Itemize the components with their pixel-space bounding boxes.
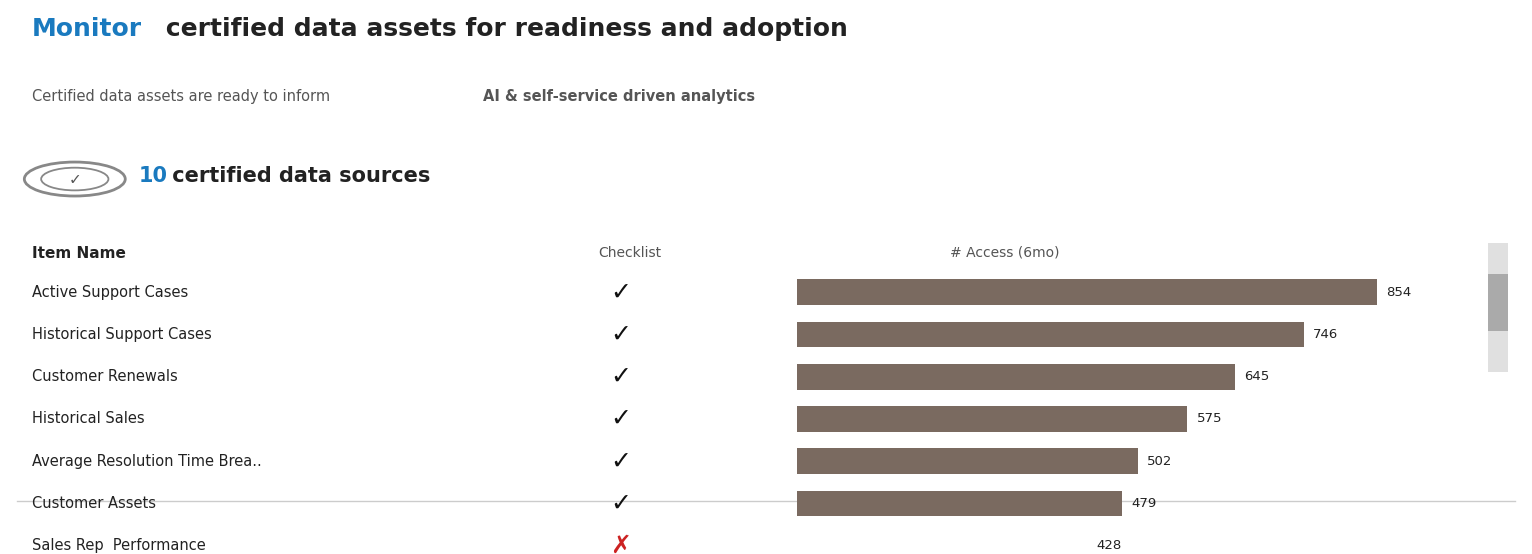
- FancyBboxPatch shape: [797, 279, 1377, 305]
- Text: ✓: ✓: [610, 322, 631, 347]
- Text: 575: 575: [1196, 413, 1223, 425]
- Text: Certified data assets are ready to inform: Certified data assets are ready to infor…: [32, 89, 334, 104]
- Text: Monitor: Monitor: [32, 17, 142, 41]
- FancyBboxPatch shape: [1488, 243, 1507, 372]
- Text: Sales Rep  Performance: Sales Rep Performance: [32, 538, 205, 553]
- Text: ✓: ✓: [610, 365, 631, 389]
- FancyBboxPatch shape: [797, 490, 1121, 516]
- FancyBboxPatch shape: [1488, 274, 1507, 331]
- Text: Customer Assets: Customer Assets: [32, 496, 156, 511]
- Text: Checklist: Checklist: [597, 246, 660, 260]
- Text: ✓: ✓: [69, 172, 81, 187]
- Text: ✓: ✓: [610, 449, 631, 473]
- Text: ✓: ✓: [610, 280, 631, 304]
- Text: 854: 854: [1386, 286, 1411, 299]
- Text: 502: 502: [1147, 455, 1172, 468]
- Text: 10: 10: [139, 166, 169, 187]
- Text: 479: 479: [1131, 497, 1157, 510]
- Text: Active Support Cases: Active Support Cases: [32, 285, 188, 300]
- FancyBboxPatch shape: [797, 364, 1235, 389]
- FancyBboxPatch shape: [797, 322, 1304, 347]
- Text: Average Resolution Time Brea..: Average Resolution Time Brea..: [32, 454, 262, 469]
- Text: # Access (6mo): # Access (6mo): [950, 246, 1059, 260]
- Text: 428: 428: [1097, 539, 1121, 552]
- Text: Historical Sales: Historical Sales: [32, 412, 144, 427]
- FancyBboxPatch shape: [797, 406, 1187, 432]
- Text: ✓: ✓: [610, 491, 631, 515]
- Text: 746: 746: [1313, 328, 1337, 341]
- Text: ✓: ✓: [610, 407, 631, 431]
- Text: certified data assets for readiness and adoption: certified data assets for readiness and …: [158, 17, 849, 41]
- Text: Item Name: Item Name: [32, 246, 126, 261]
- Text: AI & self-service driven analytics: AI & self-service driven analytics: [483, 89, 755, 104]
- FancyBboxPatch shape: [797, 448, 1138, 474]
- Text: 645: 645: [1244, 370, 1270, 383]
- FancyBboxPatch shape: [797, 533, 1088, 554]
- Text: Historical Support Cases: Historical Support Cases: [32, 327, 211, 342]
- Text: Customer Renewals: Customer Renewals: [32, 370, 178, 384]
- Text: certified data sources: certified data sources: [165, 166, 430, 187]
- Text: ✗: ✗: [610, 534, 631, 554]
